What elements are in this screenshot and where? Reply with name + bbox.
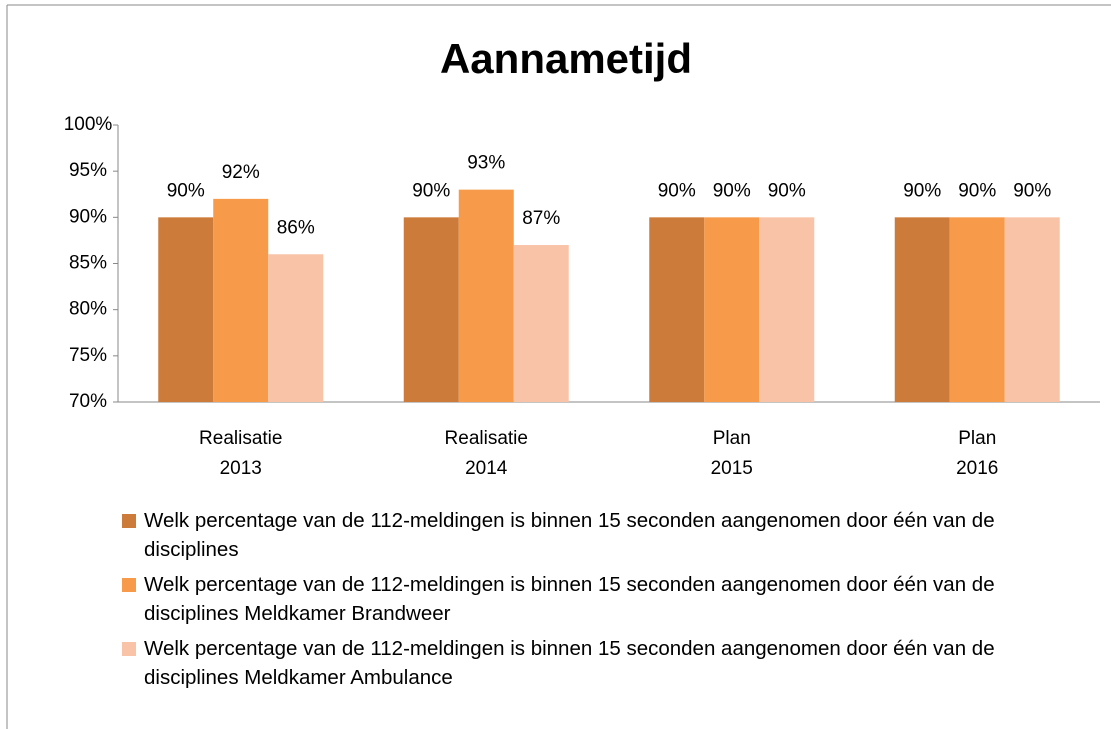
data-label: 92% [222, 162, 260, 183]
y-tick-label: 100% [64, 114, 113, 135]
x-tick-label: 2014 [465, 458, 508, 479]
data-label: 87% [522, 208, 560, 229]
bar [268, 254, 324, 402]
bar [458, 189, 514, 402]
y-tick-label: 75% [69, 345, 107, 366]
y-tick-label: 80% [69, 299, 107, 320]
bar [1004, 217, 1060, 402]
bar [704, 217, 760, 402]
x-tick-label: 2016 [956, 458, 998, 479]
x-tick-label: 2013 [220, 458, 262, 479]
bar [213, 198, 269, 402]
x-tick-label: Plan [713, 428, 751, 449]
data-label: 86% [277, 217, 315, 238]
chart-title: Aannametijd [440, 35, 692, 82]
bar [759, 217, 815, 402]
data-label: 90% [713, 180, 751, 201]
y-tick-label: 70% [69, 391, 107, 412]
legend-swatch [122, 578, 136, 592]
data-label: 90% [1013, 180, 1051, 201]
x-tick-label: Realisatie [199, 428, 282, 449]
data-label: 93% [467, 153, 505, 174]
legend-item: Welk percentage van de 112-meldingen is … [122, 570, 1062, 628]
data-label: 90% [167, 180, 205, 201]
legend-label: Welk percentage van de 112-meldingen is … [144, 637, 995, 689]
legend-swatch [122, 514, 136, 528]
x-tick-label: Plan [958, 428, 996, 449]
legend-item: Welk percentage van de 112-meldingen is … [122, 506, 1062, 564]
bar [649, 217, 705, 402]
bar [403, 217, 459, 402]
legend-label: Welk percentage van de 112-meldingen is … [144, 509, 995, 561]
data-label: 90% [768, 180, 806, 201]
bar [949, 217, 1005, 402]
bar [158, 217, 214, 402]
data-label: 90% [658, 180, 696, 201]
y-tick-label: 90% [69, 206, 107, 227]
legend: Welk percentage van de 112-meldingen is … [122, 506, 1062, 698]
data-label: 90% [903, 180, 941, 201]
x-tick-label: 2015 [711, 458, 753, 479]
y-tick-label: 85% [69, 253, 107, 274]
legend-swatch [122, 642, 136, 656]
bar [513, 245, 569, 402]
legend-item: Welk percentage van de 112-meldingen is … [122, 634, 1062, 692]
data-label: 90% [958, 180, 996, 201]
x-tick-label: Realisatie [445, 428, 528, 449]
legend-label: Welk percentage van de 112-meldingen is … [144, 573, 995, 625]
data-label: 90% [412, 180, 450, 201]
bar [894, 217, 950, 402]
y-tick-label: 95% [69, 160, 107, 181]
